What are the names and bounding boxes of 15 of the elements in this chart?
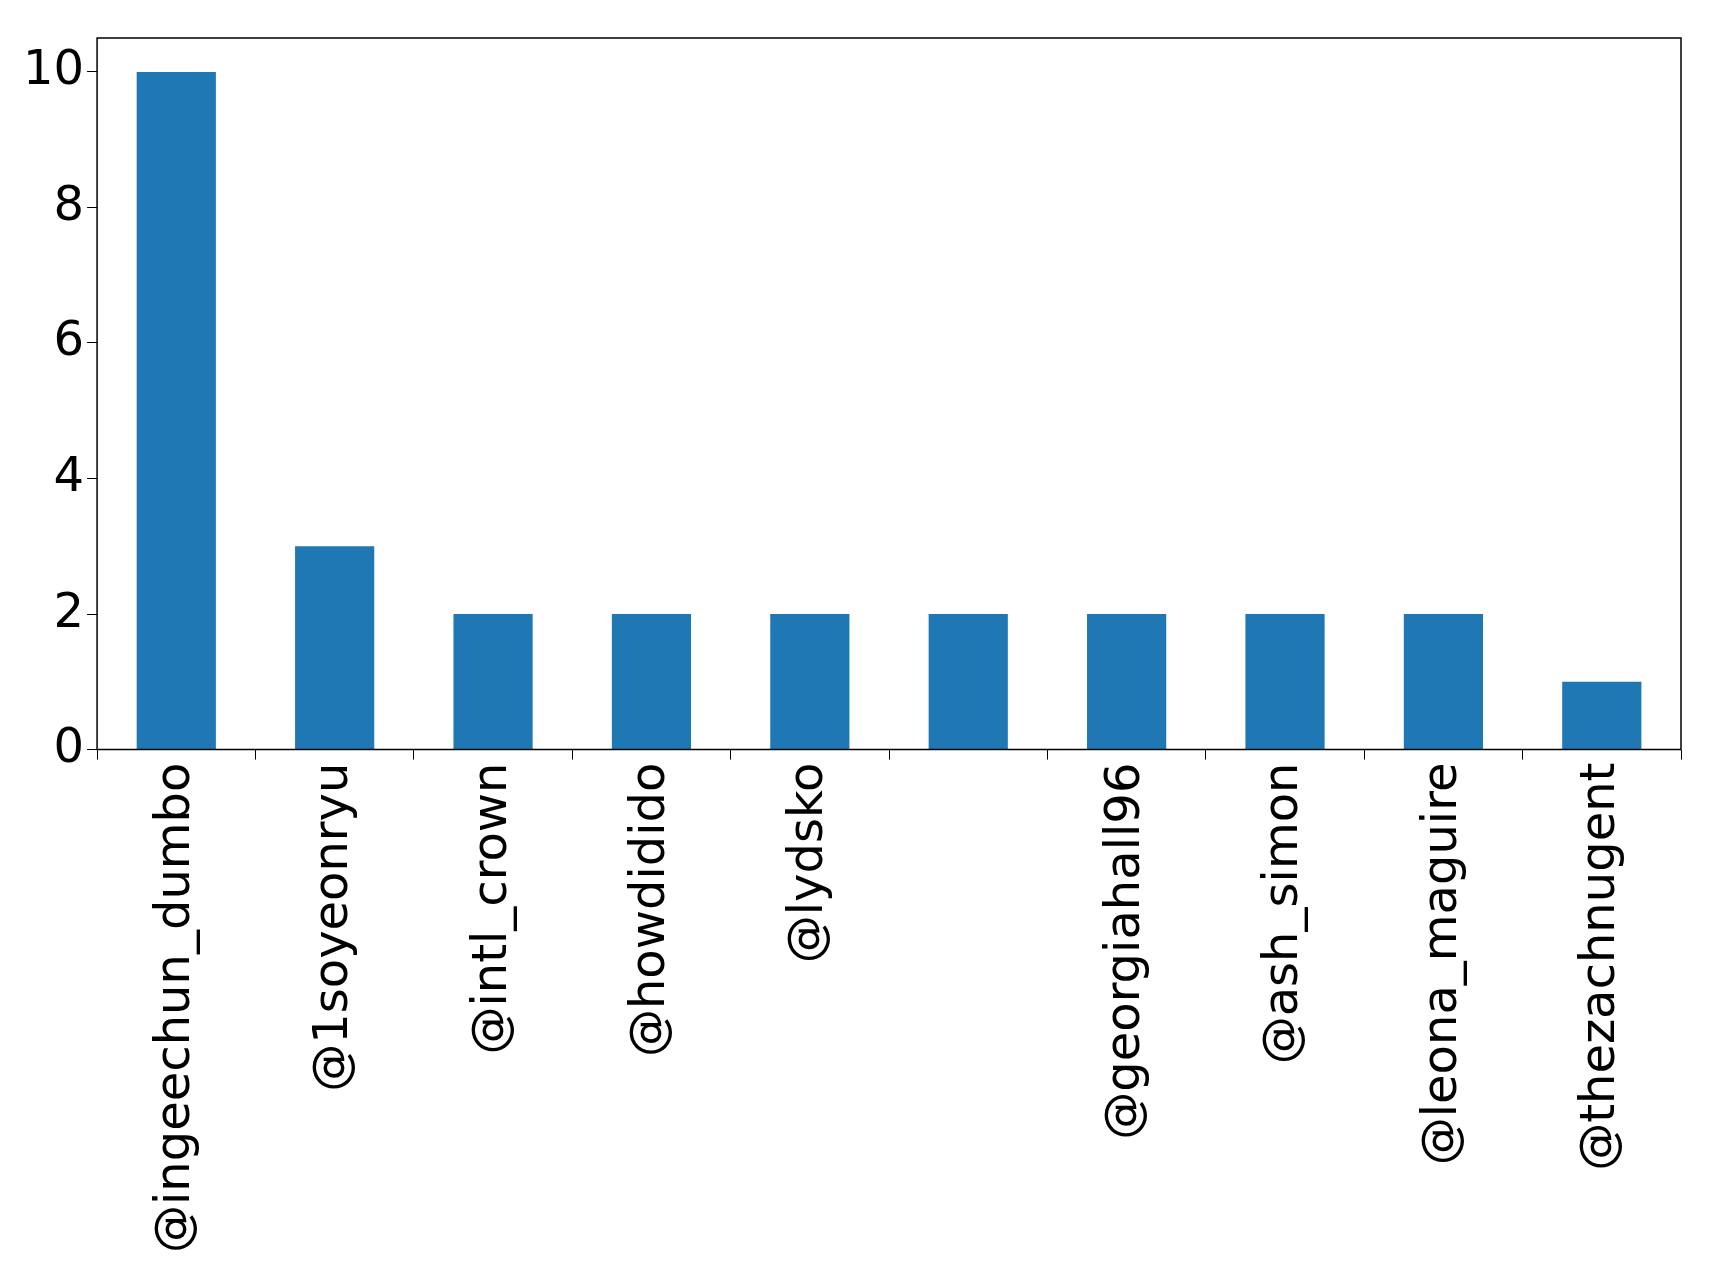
y-tick-label: 4 (53, 445, 85, 502)
x-tick-label: @georgiahall96 (1094, 762, 1151, 1140)
y-tick-label: 2 (53, 581, 85, 638)
y-tick-label: 10 (23, 39, 85, 96)
x-tick-label: @ash_simon (1252, 762, 1309, 1065)
x-tick-label: @intl_crown (460, 762, 517, 1055)
x-tick-label: @1soyeonryu (302, 762, 359, 1092)
y-tick-label: 0 (53, 717, 85, 774)
x-tick-label: @howdidido (618, 762, 675, 1058)
y-tick-label: 8 (53, 174, 85, 231)
x-tick-label: @leona_maguire (1410, 762, 1467, 1166)
y-tick-label: 6 (53, 310, 85, 367)
x-tick-label: @thezachnugent (1569, 762, 1626, 1171)
x-tick-label: @lydsko (777, 762, 834, 964)
x-tick-label: @ingeechun_dumbo (143, 762, 200, 1254)
